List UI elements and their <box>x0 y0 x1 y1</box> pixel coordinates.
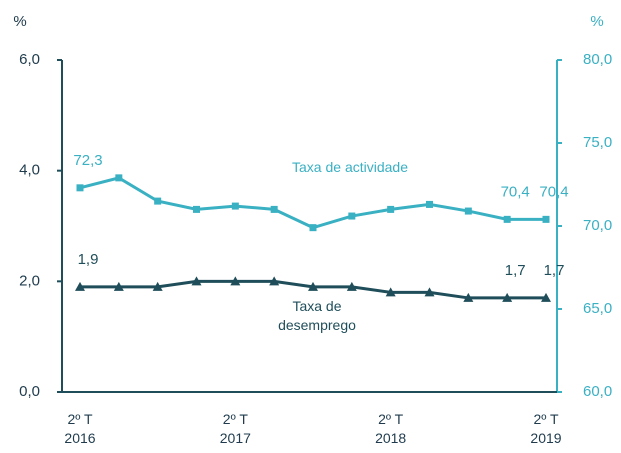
marker <box>346 281 357 291</box>
marker <box>385 287 396 297</box>
data-label: 1,7 <box>505 262 526 279</box>
marker <box>542 215 550 223</box>
x-tick-label: 2º T 2017 <box>219 411 251 446</box>
y-tick-label: 2,0 <box>19 272 40 289</box>
y-tick-label: 6,0 <box>19 51 40 68</box>
data-label: 1,9 <box>78 251 99 268</box>
data-label: 72,3 <box>73 152 102 169</box>
marker <box>269 276 280 286</box>
marker <box>154 197 162 205</box>
x-tick-label: 2º T 2019 <box>530 411 562 446</box>
y2-tick-label: 75,0 <box>583 134 612 151</box>
marker <box>270 205 278 213</box>
data-label: 70,4 <box>539 183 568 200</box>
x-tick-label: 2º T 2018 <box>375 411 407 446</box>
marker <box>541 292 551 302</box>
y2-axis-unit: % <box>590 13 603 30</box>
y-tick-label: 4,0 <box>19 162 40 179</box>
series-label: Taxa de desemprego <box>278 298 356 333</box>
marker <box>193 205 200 213</box>
marker <box>309 224 317 232</box>
marker <box>464 207 472 215</box>
marker <box>463 292 474 302</box>
data-label: 1,7 <box>544 262 565 279</box>
y2-tick-label: 70,0 <box>583 217 612 234</box>
marker <box>424 287 435 297</box>
series-line <box>79 176 546 230</box>
data-label: 70,4 <box>501 183 530 200</box>
marker <box>76 184 84 192</box>
marker <box>152 281 163 291</box>
y2-tick-label: 80,0 <box>583 51 612 68</box>
marker <box>502 292 513 302</box>
series-label: Taxa de actividade <box>292 159 408 175</box>
marker <box>230 276 241 286</box>
marker <box>191 276 202 286</box>
x-tick-label: 2º T 2016 <box>64 411 96 446</box>
y-tick-label: 0,0 <box>19 383 40 400</box>
y-axis-unit: % <box>13 13 26 30</box>
marker <box>503 215 511 223</box>
y2-tick-label: 60,0 <box>583 383 612 400</box>
marker <box>113 281 124 291</box>
marker <box>231 202 239 210</box>
marker <box>426 200 433 208</box>
marker <box>387 205 395 213</box>
marker <box>348 212 356 220</box>
marker <box>75 281 85 291</box>
marker <box>115 174 123 182</box>
marker <box>308 281 318 291</box>
y2-tick-label: 65,0 <box>583 300 612 317</box>
